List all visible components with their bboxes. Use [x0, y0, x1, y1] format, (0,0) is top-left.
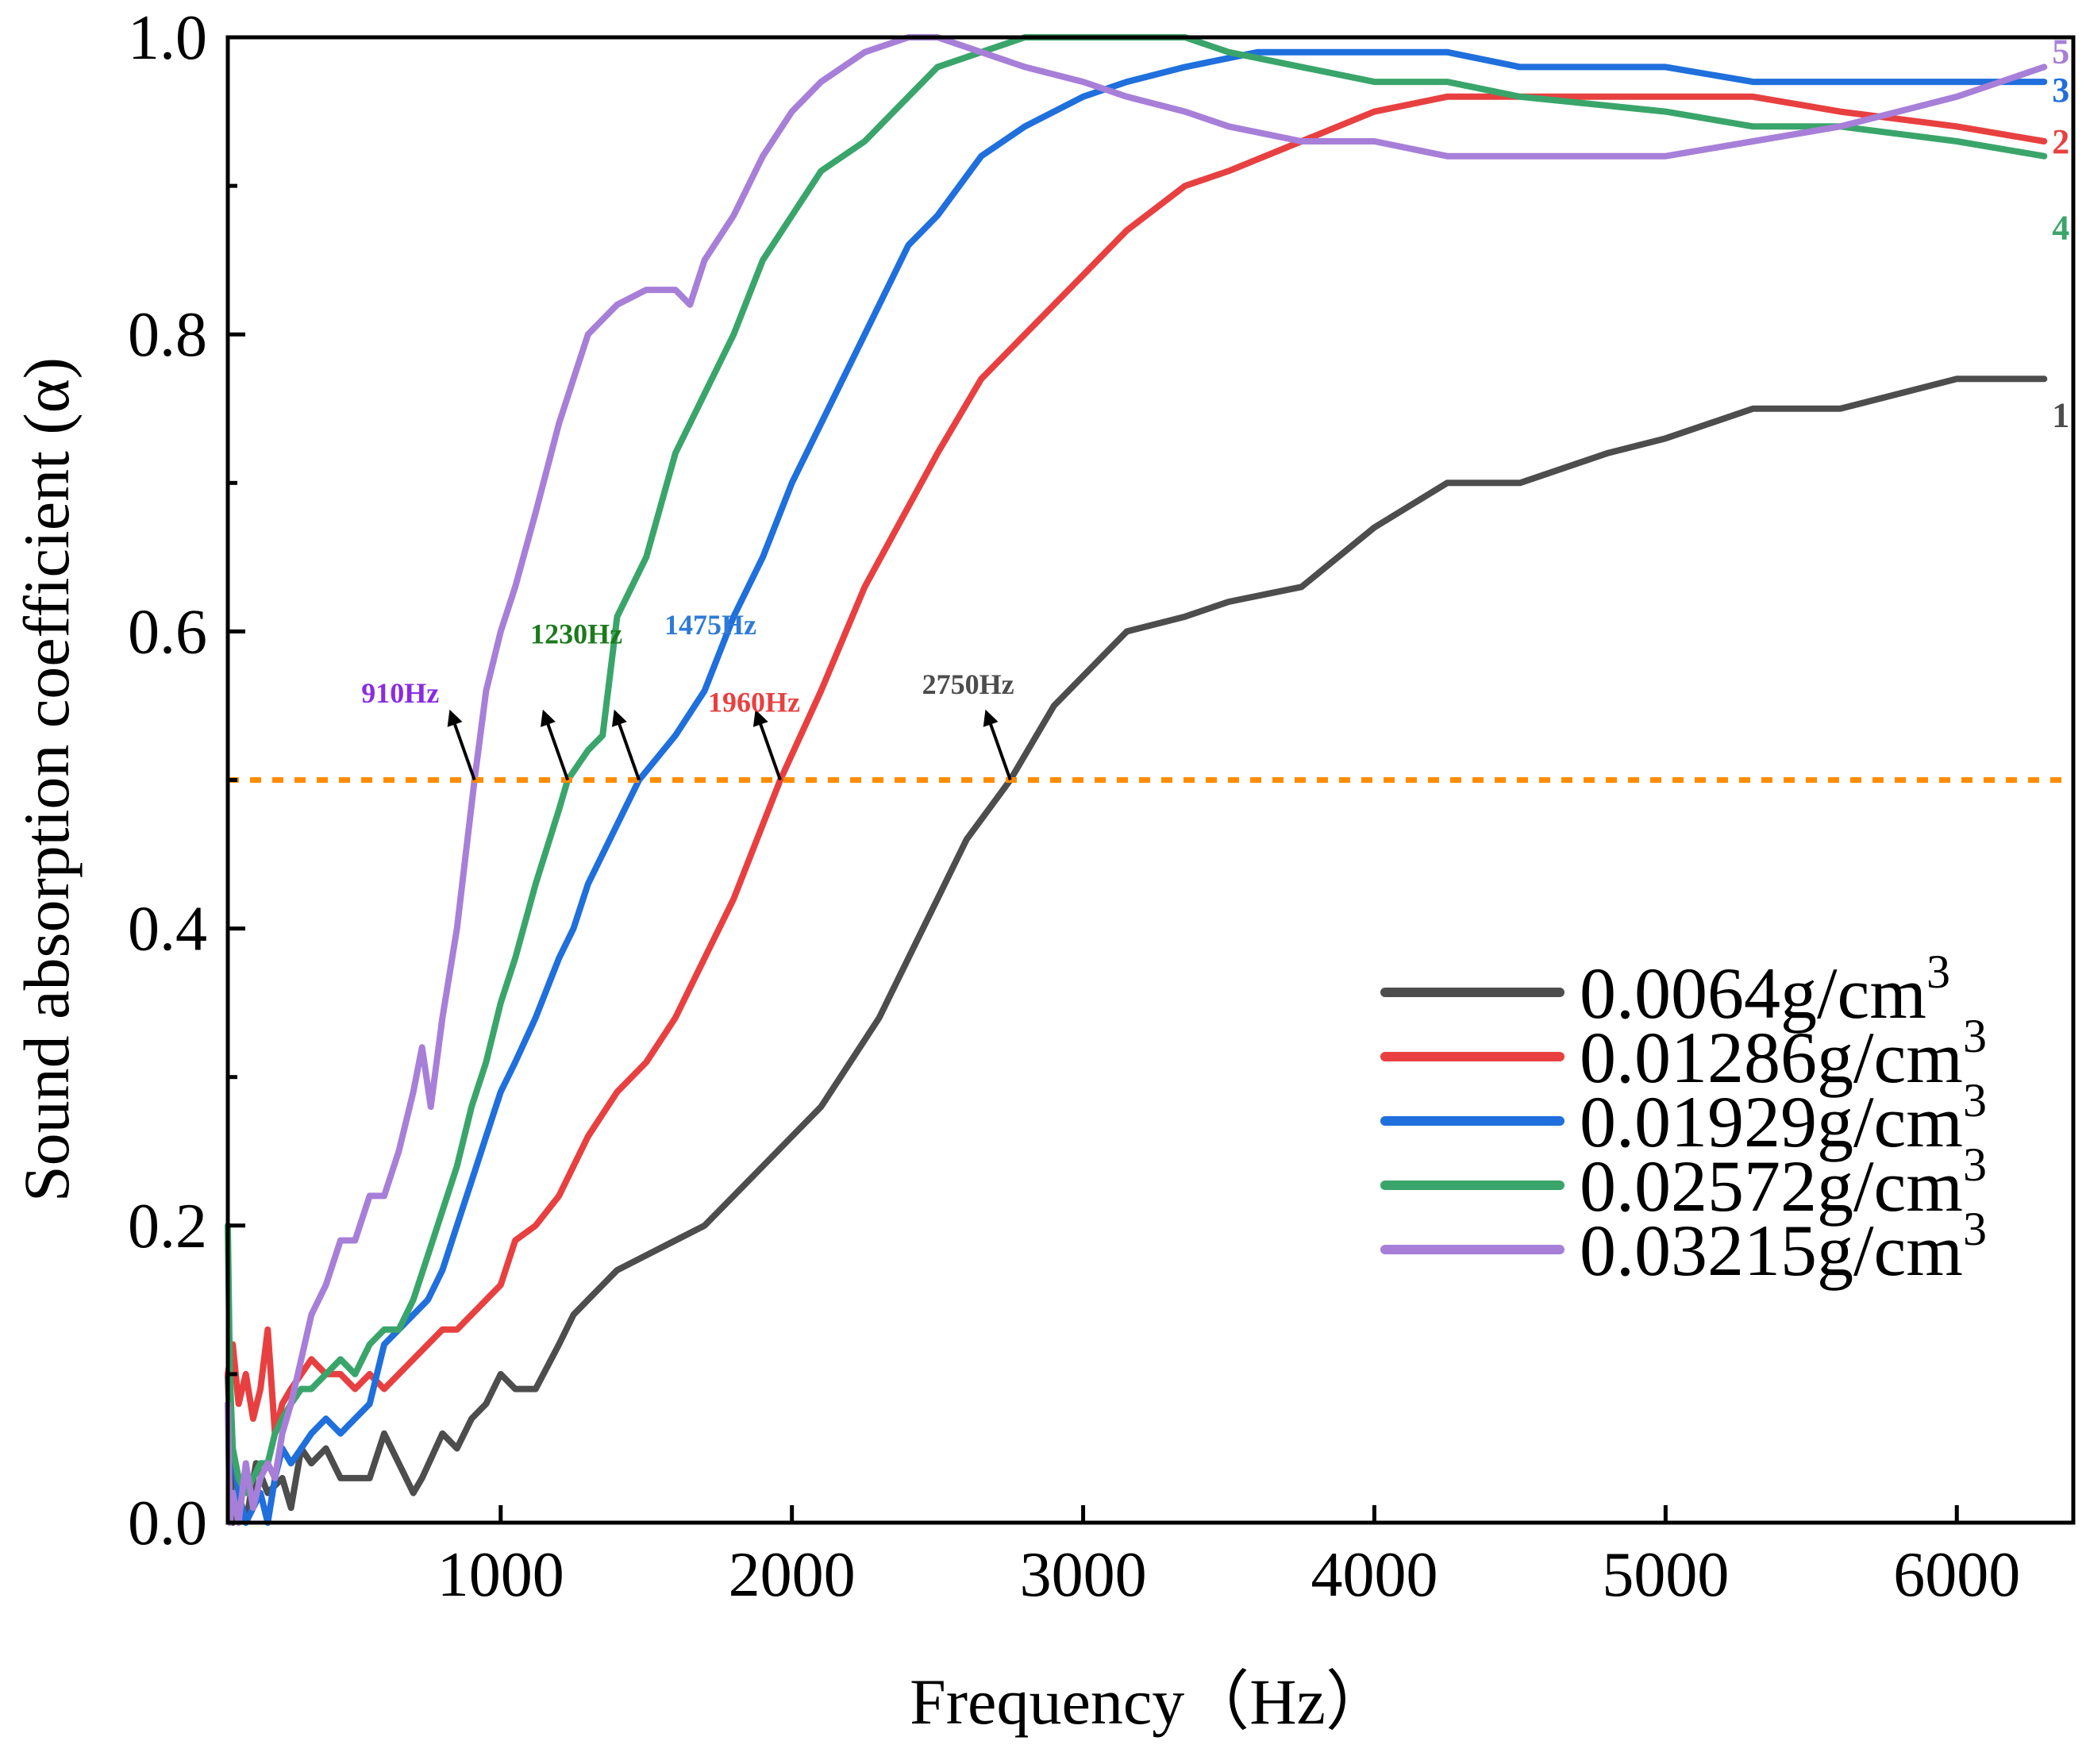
annotation-arrow-3	[611, 709, 641, 781]
annotation-label-1: 910Hz	[361, 677, 439, 709]
y-tick-label: 1.0	[128, 3, 207, 73]
series-end-label-1: 1	[2052, 395, 2069, 434]
annotation-layer: 910Hz 1230Hz 1475Hz 1960Hz 2750Hz	[361, 609, 1014, 781]
series-line-3	[225, 48, 2048, 1526]
series-line-2	[225, 93, 2048, 1437]
legend-label-5: 0.03215g/cm3	[1580, 1203, 1987, 1291]
annotation-label-2: 1230Hz	[530, 618, 622, 649]
legend-label-text: 0.01929g/cm	[1580, 1081, 1963, 1162]
legend-label-superscript: 3	[1963, 1010, 1987, 1062]
legend-label-text: 0.0064g/cm	[1580, 953, 1926, 1034]
series-end-label-3: 3	[2052, 71, 2069, 110]
series-line-1	[225, 376, 2048, 1526]
x-tick-label: 1000	[437, 1540, 564, 1610]
annotation-label-4: 1960Hz	[708, 686, 800, 718]
annotation-arrow-5	[983, 709, 1012, 781]
x-tick-label: 6000	[1893, 1540, 2020, 1610]
annotation-arrow-4	[752, 709, 782, 781]
legend-label-superscript: 3	[1926, 946, 1950, 998]
legend-label-text: 0.02572g/cm	[1580, 1146, 1963, 1227]
legend: 0.0064g/cm30.01286g/cm30.01929g/cm30.025…	[1380, 946, 1987, 1291]
legend-label-text: 0.01286g/cm	[1580, 1017, 1963, 1098]
x-tick-label: 3000	[1020, 1540, 1147, 1610]
legend-label-3: 0.01929g/cm3	[1580, 1074, 1987, 1162]
annotation-label-3: 1475Hz	[664, 609, 756, 641]
legend-label-superscript: 3	[1963, 1138, 1987, 1191]
series-end-label-5: 5	[2052, 32, 2069, 71]
legend-label-2: 0.01286g/cm3	[1580, 1010, 1987, 1098]
series-end-label-2: 2	[2052, 122, 2069, 161]
annotation-label-5: 2750Hz	[922, 668, 1014, 700]
series-end-label-4: 4	[2052, 209, 2069, 248]
y-tick-label: 0.4	[128, 895, 207, 965]
x-tick-label: 2000	[729, 1540, 856, 1610]
legend-label-text: 0.03215g/cm	[1580, 1210, 1963, 1291]
x-tick-label: 5000	[1602, 1540, 1729, 1610]
y-tick-label: 0.6	[128, 597, 207, 667]
y-axis-title: Sound absorption coefficient (α)	[10, 357, 83, 1202]
series-layer: 1 2 3 4 5	[225, 32, 2069, 1526]
annotation-arrow-2	[541, 709, 570, 781]
x-tick-label: 4000	[1310, 1540, 1437, 1610]
y-tick-label: 0.0	[128, 1489, 207, 1558]
legend-label-superscript: 3	[1963, 1074, 1987, 1127]
axes-layer: 1000 2000 3000 4000 5000 6000 0.0 0.2 0.4 0.6 0.8 1…	[128, 3, 2020, 1610]
y-tick-label: 0.8	[128, 300, 207, 370]
legend-label-1: 0.0064g/cm3	[1580, 946, 1950, 1034]
annotation-arrow-1	[447, 709, 476, 781]
y-tick-label: 0.2	[128, 1192, 207, 1261]
legend-label-superscript: 3	[1963, 1203, 1987, 1255]
series-line-5	[225, 34, 2048, 1526]
x-axis-title: Frequency（Hz）	[910, 1666, 1391, 1738]
legend-label-4: 0.02572g/cm3	[1580, 1138, 1987, 1227]
